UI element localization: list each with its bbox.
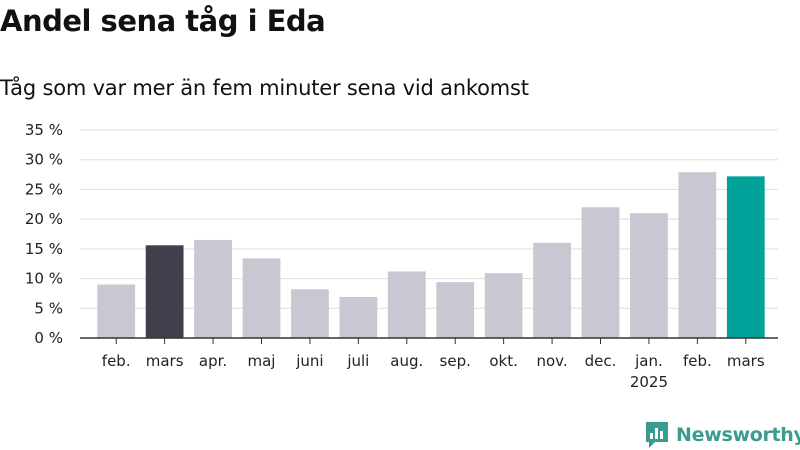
bar <box>678 172 717 338</box>
x-tick-label: sep. <box>440 352 471 370</box>
bar <box>242 258 281 338</box>
y-tick-label: 15 % <box>25 240 63 258</box>
y-tick-label: 5 % <box>34 299 63 317</box>
bar <box>194 239 232 338</box>
bar <box>533 242 571 338</box>
bar <box>291 289 329 338</box>
y-tick-label: 10 % <box>25 270 63 288</box>
x-tick-label: nov. <box>536 352 567 370</box>
x-tick-label: mars <box>727 352 765 370</box>
x-tick-label: feb. <box>683 352 712 370</box>
x-tick-label: maj <box>248 352 276 370</box>
y-tick-label: 0 % <box>34 329 63 347</box>
bar <box>726 176 765 338</box>
bar <box>339 296 378 338</box>
bar <box>387 271 426 338</box>
newsworthy-logo-icon <box>646 422 668 448</box>
y-tick-label: 30 % <box>25 151 63 169</box>
y-tick-label: 25 % <box>25 180 63 198</box>
newsworthy-logo-text: Newsworthy <box>676 424 800 446</box>
x-tick-label: jan. <box>634 352 663 370</box>
x-tick-label: okt. <box>489 352 518 370</box>
chart-subtitle: Tåg som var mer än fem minuter sena vid … <box>0 76 529 100</box>
x-year-label: 2025 <box>630 373 668 391</box>
bar <box>484 273 523 338</box>
x-tick-label: aug. <box>390 352 423 370</box>
bar <box>630 213 668 338</box>
x-tick-label: apr. <box>199 352 227 370</box>
bar <box>436 282 475 338</box>
x-tick-label: juli <box>346 352 369 370</box>
chart-title: Andel sena tåg i Eda <box>0 4 326 38</box>
bar <box>97 284 136 338</box>
y-tick-label: 35 % <box>25 121 63 139</box>
bar <box>145 245 184 338</box>
newsworthy-logo: Newsworthy <box>644 420 800 450</box>
y-tick-label: 20 % <box>25 210 63 228</box>
x-tick-label: juni <box>295 352 323 370</box>
x-tick-label: mars <box>146 352 184 370</box>
x-tick-label: feb. <box>102 352 131 370</box>
x-tick-label: dec. <box>585 352 617 370</box>
bar-chart: 0 %5 %10 %15 %20 %25 %30 %35 %feb. mars ap… <box>25 121 778 391</box>
bar <box>581 207 620 338</box>
